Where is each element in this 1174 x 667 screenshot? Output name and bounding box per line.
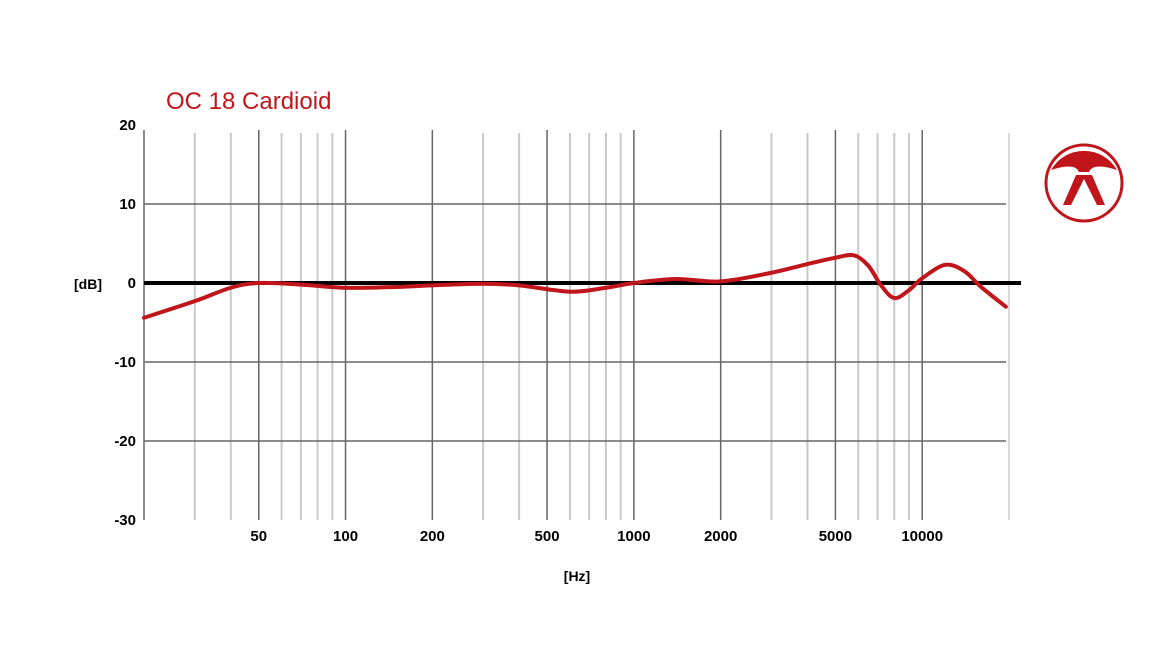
x-axis-label: [Hz]: [564, 568, 590, 584]
y-tick-label: 20: [119, 117, 136, 134]
chart-title: OC 18 Cardioid: [166, 88, 332, 115]
x-tick-label: 1000: [617, 528, 650, 545]
x-tick-label: 2000: [704, 528, 737, 545]
x-tick-label: 5000: [819, 528, 852, 545]
x-tick-label: 500: [535, 528, 560, 545]
x-tick-label: 100: [333, 528, 358, 545]
y-tick-label: -10: [114, 354, 136, 371]
x-tick-label: 200: [420, 528, 445, 545]
grid: [143, 130, 1021, 520]
y-tick-label: 0: [128, 275, 136, 292]
x-tick-label: 50: [250, 528, 267, 545]
y-axis-label: [dB]: [74, 276, 102, 292]
x-tick-label: 10000: [901, 528, 943, 545]
brand-logo-icon: [1044, 143, 1124, 223]
y-tick-label: -20: [114, 433, 136, 450]
series-line: [142, 252, 1008, 320]
y-tick-label: -30: [114, 512, 136, 529]
y-tick-label: 10: [119, 196, 136, 213]
